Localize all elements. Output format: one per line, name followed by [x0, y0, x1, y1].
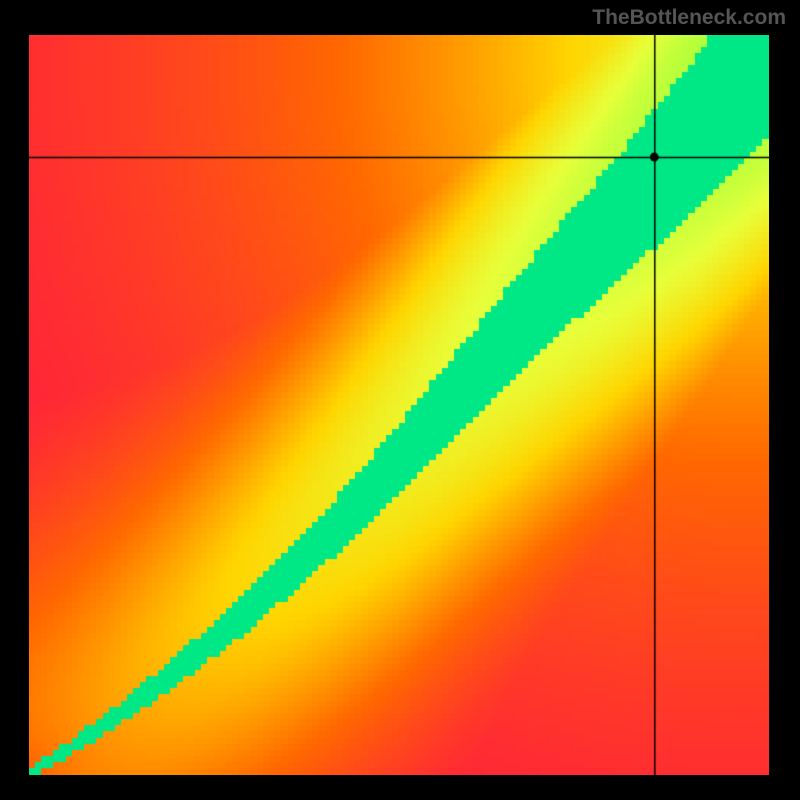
heatmap-canvas	[29, 35, 769, 775]
chart-container: TheBottleneck.com	[0, 0, 800, 800]
watermark-text: TheBottleneck.com	[592, 6, 786, 30]
plot-area	[29, 35, 769, 775]
